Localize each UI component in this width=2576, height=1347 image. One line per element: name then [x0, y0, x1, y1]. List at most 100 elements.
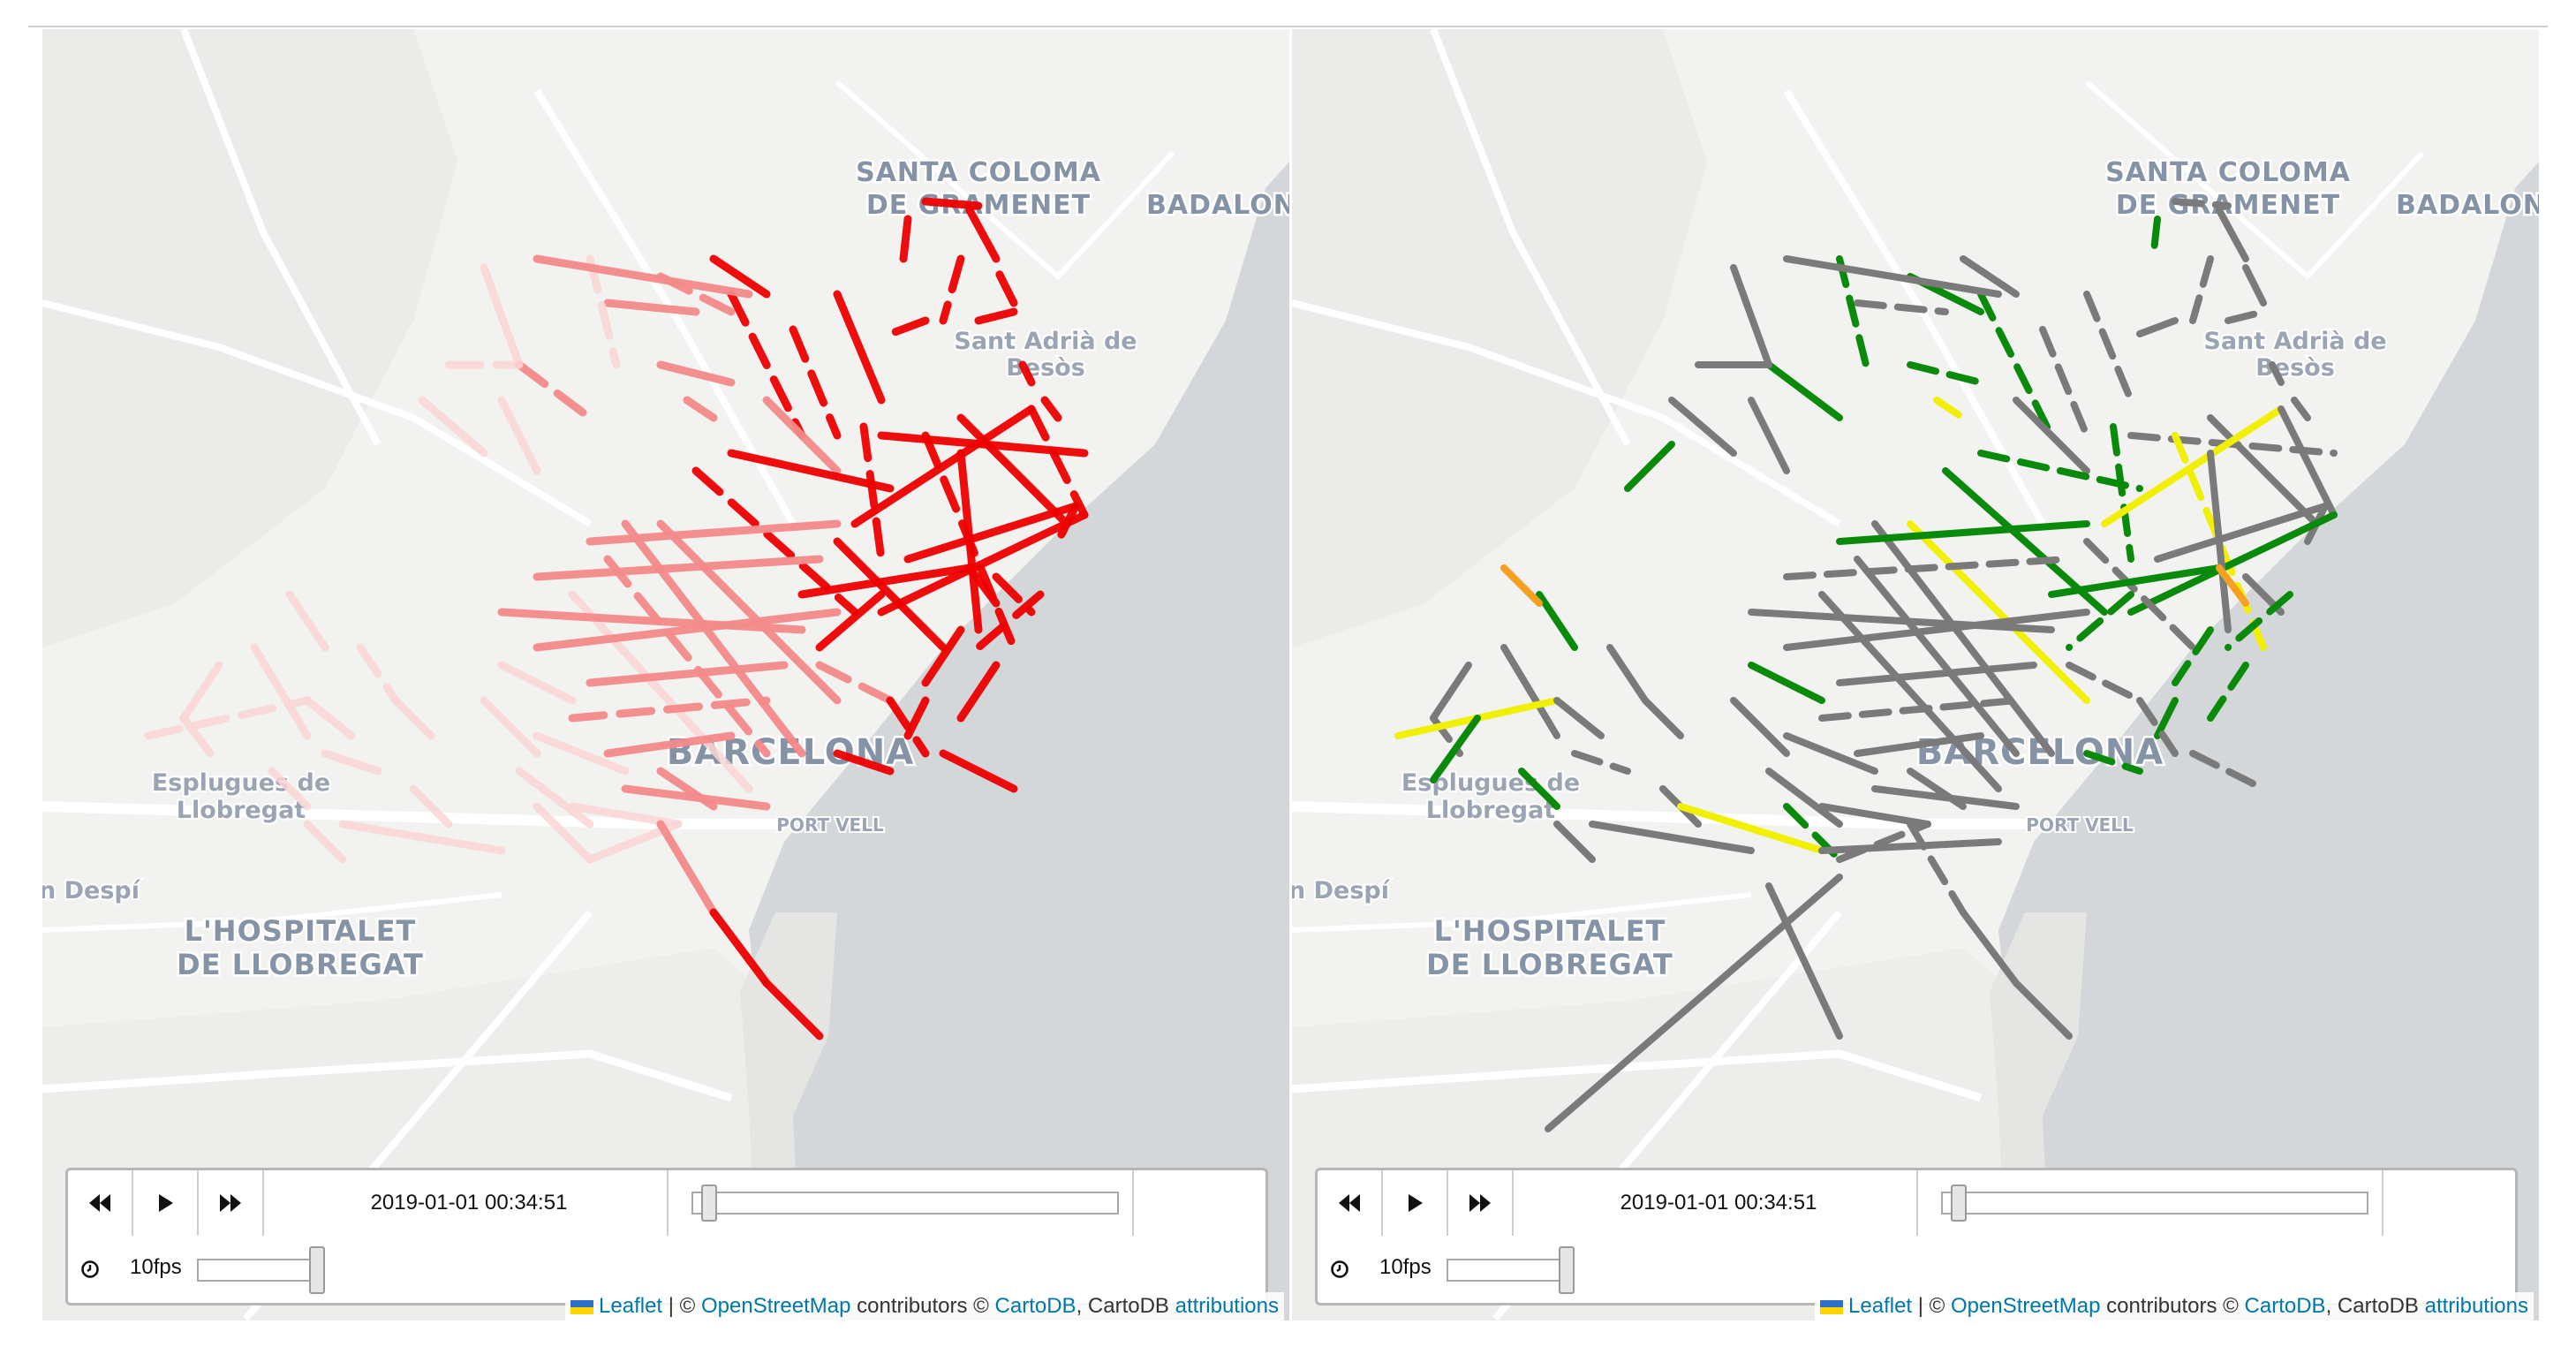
street-segment	[603, 555, 771, 758]
street-segment	[1960, 909, 2020, 987]
play-button[interactable]	[1383, 1170, 1448, 1236]
street-segment	[850, 405, 1036, 528]
rewind-button[interactable]	[68, 1170, 133, 1236]
street-segment	[533, 802, 594, 864]
attributions-link[interactable]: attributions	[2424, 1294, 2528, 1318]
map-panel-left[interactable]: SANTA COLOMA DE GRAMENET BADALON Sant Ad…	[42, 29, 1289, 1321]
street-segment	[939, 254, 965, 325]
street-segment	[899, 215, 912, 263]
street-segment	[303, 696, 356, 740]
fast-forward-button[interactable]	[199, 1170, 264, 1236]
street-segment	[2149, 216, 2161, 262]
street-segment	[921, 625, 965, 687]
street-segment	[480, 696, 541, 758]
street-segment	[1500, 644, 1560, 739]
attributions-link[interactable]: attributions	[1175, 1294, 1279, 1318]
street-segment	[1748, 397, 1790, 474]
street-segment	[1536, 591, 1578, 651]
street-segment	[762, 979, 824, 1041]
street-segment	[1836, 255, 1870, 368]
label-port-vell: PORT VELL	[776, 814, 884, 836]
street-segment	[762, 396, 842, 475]
rewind-button[interactable]	[1318, 1170, 1383, 1236]
street-segment	[533, 254, 753, 299]
time-slider-handle[interactable]	[1951, 1184, 1967, 1222]
fps-label: 10fps	[1379, 1255, 1432, 1279]
street-segment	[992, 263, 1018, 307]
street-segment	[303, 820, 347, 864]
street-segment	[621, 784, 771, 811]
street-segment	[2066, 591, 2134, 651]
osm-link[interactable]: OpenStreetMap	[701, 1294, 851, 1318]
attribution-carto-text: , CartoDB	[2325, 1294, 2425, 1318]
street-segment	[1871, 785, 2020, 810]
street-segment	[656, 820, 718, 917]
street-segment	[585, 661, 789, 687]
street-segment	[1518, 768, 1560, 810]
top-divider	[28, 26, 2548, 27]
street-segment	[2110, 423, 2134, 563]
street-segment	[1836, 520, 2090, 545]
street-segment	[418, 396, 488, 458]
cartodb-link[interactable]: CartoDB	[2244, 1294, 2326, 1318]
street-segment	[2013, 980, 2073, 1040]
attribution-contrib: contributors ©	[850, 1294, 995, 1318]
street-segment	[1818, 591, 2002, 792]
street-segment	[1977, 291, 2055, 439]
time-slider-handle[interactable]	[701, 1184, 717, 1222]
cartodb-link[interactable]: CartoDB	[994, 1294, 1076, 1318]
label-sant-adria: Sant Adrià de	[2203, 328, 2386, 355]
street-segment	[833, 290, 886, 405]
label-badalona: BADALON	[1146, 190, 1289, 221]
street-segment	[2083, 750, 2143, 775]
fast-forward-button[interactable]	[1448, 1170, 1514, 1236]
time-slider-track[interactable]	[1941, 1192, 2368, 1215]
street-segment	[568, 696, 771, 723]
street-segment	[568, 590, 753, 793]
street-segment	[585, 254, 621, 369]
place-labels: SANTA COLOMA DE GRAMENET BADALON Sant Ad…	[1292, 155, 2539, 984]
place-labels: SANTA COLOMA DE GRAMENET BADALON Sant Ad…	[42, 155, 1289, 984]
street-segment	[2154, 503, 2329, 563]
street-segment	[2066, 662, 2143, 704]
street-segment	[2269, 361, 2285, 386]
street-segment	[1818, 697, 2020, 722]
fps-slider-track[interactable]	[1447, 1259, 1570, 1282]
street-segment	[691, 466, 859, 617]
street-segment	[179, 661, 223, 723]
street-segment	[2172, 626, 2214, 686]
leaflet-link[interactable]: Leaflet	[599, 1294, 663, 1318]
street-segment	[903, 502, 1080, 564]
street-segment	[1500, 564, 1543, 607]
street-segments-right	[1394, 198, 2338, 1132]
play-icon	[159, 1194, 173, 1212]
play-button[interactable]	[133, 1170, 199, 1236]
label-hospitalet: L'HOSPITALET	[1434, 914, 1666, 948]
street-segment	[2216, 207, 2249, 262]
street-segment	[1040, 396, 1062, 422]
street-segment	[1765, 882, 1843, 1040]
street-segment	[1545, 874, 1843, 1132]
street-segment	[2136, 697, 2179, 757]
label-santa-coloma: SANTA COLOMA	[856, 157, 1101, 188]
street-segment	[497, 396, 541, 475]
street-segment	[974, 307, 1018, 325]
label-esplugues: Esplugues de	[152, 769, 330, 797]
fps-slider-handle[interactable]	[309, 1246, 325, 1294]
street-segment	[1642, 697, 1684, 739]
street-segment	[2154, 697, 2179, 739]
street-segment	[1854, 556, 2020, 757]
street-segment	[533, 555, 824, 581]
fps-slider-track[interactable]	[197, 1259, 321, 1282]
label-llobregat: Llobregat	[1426, 797, 1556, 824]
osm-link[interactable]: OpenStreetMap	[1951, 1294, 2101, 1318]
fps-slider-handle[interactable]	[1559, 1246, 1575, 1294]
time-slider-track[interactable]	[691, 1192, 1119, 1215]
map-panel-right[interactable]: SANTA COLOMA DE GRAMENET BADALON Sant Ad…	[1292, 29, 2539, 1321]
street-segment	[956, 661, 1001, 723]
street-segment	[2083, 291, 2134, 404]
street-segment	[2225, 591, 2293, 651]
street-segment	[656, 519, 842, 705]
leaflet-link[interactable]: Leaflet	[1848, 1294, 1913, 1318]
street-segment	[797, 564, 974, 599]
